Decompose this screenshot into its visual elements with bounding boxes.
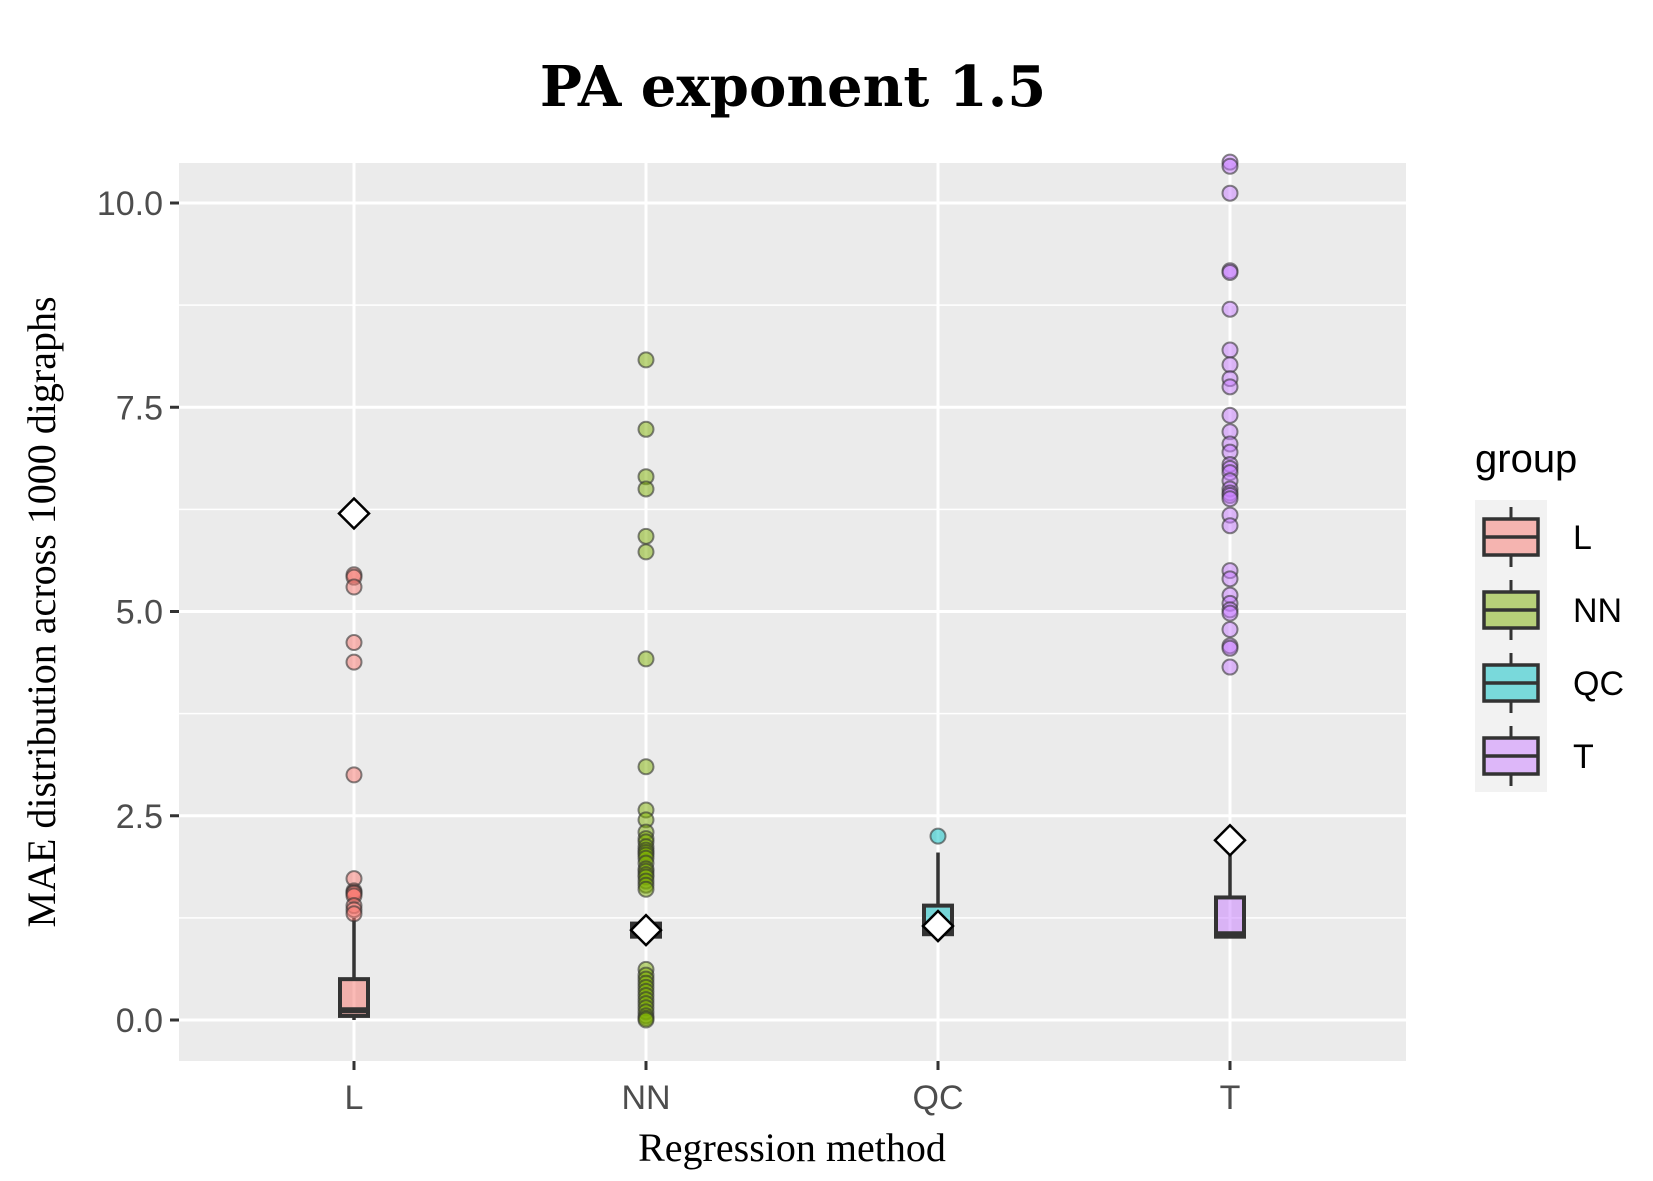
y-tick-label: 7.5 bbox=[116, 389, 163, 427]
y-tick-label: 5.0 bbox=[116, 594, 163, 632]
legend-item-nn: NN bbox=[1482, 580, 1622, 640]
series-qc bbox=[921, 827, 955, 943]
outlier-point bbox=[1221, 517, 1239, 535]
legend-label: L bbox=[1573, 519, 1592, 557]
outlier-point bbox=[345, 578, 363, 596]
x-tick-label: NN bbox=[621, 1079, 670, 1117]
outlier-point bbox=[1221, 658, 1239, 676]
y-tick-label: 0.0 bbox=[116, 1002, 163, 1040]
y-tick-label: 10.0 bbox=[97, 185, 163, 223]
mean-marker bbox=[921, 909, 955, 943]
outlier-point bbox=[1221, 157, 1239, 175]
outlier-point bbox=[345, 905, 363, 923]
outlier-point bbox=[345, 653, 363, 671]
boxes bbox=[337, 153, 1247, 1029]
outlier-point bbox=[1221, 490, 1239, 508]
mean-marker bbox=[1213, 823, 1247, 858]
box bbox=[1214, 895, 1246, 939]
mean-marker bbox=[629, 913, 663, 947]
mean-marker bbox=[337, 496, 371, 531]
legend-label: T bbox=[1573, 738, 1594, 776]
outlier-point bbox=[637, 543, 655, 561]
outlier-point bbox=[637, 1011, 655, 1029]
outlier-point bbox=[1221, 406, 1239, 424]
y-axis-title: MAE distribution across 1000 digraphs bbox=[19, 296, 64, 927]
x-tick-label: T bbox=[1220, 1079, 1241, 1117]
series-l bbox=[337, 496, 371, 1020]
outlier-point bbox=[1221, 263, 1239, 281]
outlier-point bbox=[345, 634, 363, 652]
legend-title: group bbox=[1475, 437, 1577, 481]
outlier-point bbox=[637, 880, 655, 898]
x-tick-label: QC bbox=[913, 1079, 964, 1117]
legend-item-qc: QC bbox=[1482, 653, 1624, 713]
x-tick-label: L bbox=[345, 1079, 364, 1117]
outlier-point bbox=[1221, 604, 1239, 622]
legend-items: L NN QC T bbox=[1482, 507, 1624, 786]
outlier-point bbox=[1221, 341, 1239, 359]
x-axis: L NN QC T bbox=[345, 1061, 1241, 1117]
outlier-point bbox=[1221, 620, 1239, 638]
y-tick-label: 2.5 bbox=[116, 798, 163, 836]
legend-label: QC bbox=[1573, 665, 1624, 703]
series-nn bbox=[629, 351, 663, 1029]
outlier-point bbox=[637, 527, 655, 545]
outlier-point bbox=[345, 766, 363, 784]
legend-item-l: L bbox=[1482, 507, 1592, 567]
outlier-point bbox=[1221, 356, 1239, 374]
outlier-point bbox=[1221, 300, 1239, 318]
outlier-point bbox=[1221, 570, 1239, 588]
legend: group L NN QC T bbox=[1475, 437, 1624, 792]
outlier-point bbox=[1221, 184, 1239, 202]
outlier-point bbox=[637, 650, 655, 668]
outlier-point bbox=[637, 420, 655, 438]
chart-title: PA exponent 1.5 bbox=[540, 54, 1046, 120]
x-axis-title: Regression method bbox=[638, 1125, 946, 1170]
outlier-point bbox=[1221, 378, 1239, 396]
outlier-point bbox=[637, 758, 655, 776]
series-t bbox=[1213, 153, 1247, 939]
outlier-point bbox=[637, 351, 655, 369]
outlier-point bbox=[637, 480, 655, 498]
outlier-point bbox=[929, 827, 947, 845]
y-axis: 0.0 2.5 5.0 7.5 10.0 bbox=[97, 185, 179, 1040]
legend-label: NN bbox=[1573, 592, 1622, 630]
outlier-point bbox=[1221, 639, 1239, 657]
legend-item-t: T bbox=[1482, 726, 1594, 786]
